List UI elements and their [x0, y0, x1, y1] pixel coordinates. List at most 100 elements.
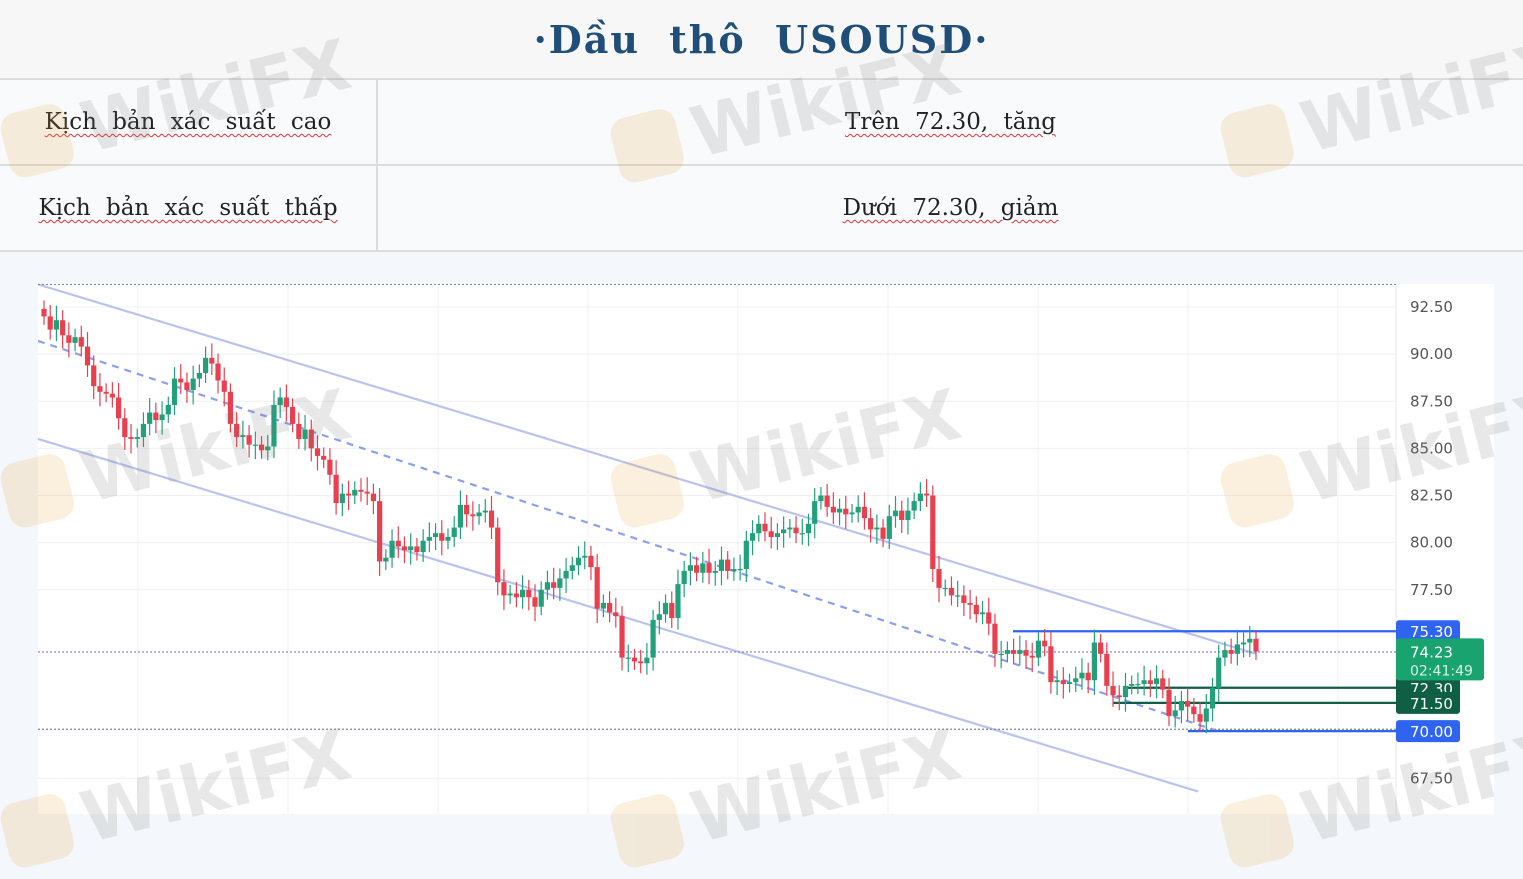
candle-body — [258, 444, 265, 451]
candle-body — [868, 518, 874, 530]
candle-body — [936, 569, 942, 588]
candle-body — [1172, 710, 1178, 717]
price-chart: 92.50 90.00 87.50 85.00 82.50 80.00 77.50 67.50… — [37, 283, 1494, 814]
candle-body — [47, 316, 53, 330]
candle-body — [333, 474, 339, 504]
candle-body — [352, 489, 358, 496]
candle-body — [1079, 672, 1085, 679]
current-price-label: 74.23 — [1410, 643, 1453, 661]
candle-body — [84, 346, 91, 366]
candle-body — [607, 602, 613, 613]
candle-body — [830, 506, 836, 513]
candle-body — [1122, 685, 1129, 698]
candle-body — [1203, 708, 1209, 722]
candle-body — [339, 493, 345, 504]
candle-body — [1178, 700, 1185, 711]
candle-body — [196, 372, 202, 379]
y-tick-label: 80.00 — [1410, 534, 1453, 552]
candle-body — [600, 602, 606, 609]
candle-body — [644, 657, 650, 664]
candle-body — [694, 565, 700, 573]
candle-body — [165, 405, 171, 415]
candle-body — [103, 391, 109, 394]
candle-body — [743, 540, 749, 570]
candle-body — [439, 533, 445, 541]
candle-body — [203, 357, 209, 373]
candle-body — [115, 397, 122, 419]
candle-body — [420, 540, 426, 553]
candle-body — [482, 510, 488, 513]
candle-body — [650, 619, 656, 658]
scenario-table: Kịch bản xác suất cao Trên 72.30, tăng K… — [0, 80, 1523, 252]
candle-body — [1042, 640, 1048, 647]
candle-body — [781, 529, 787, 534]
candle-body — [53, 320, 60, 330]
candle-body — [619, 616, 625, 658]
candle-body — [426, 536, 432, 541]
candle-body — [1104, 653, 1110, 686]
candle-body — [445, 536, 451, 541]
candle-body — [1116, 695, 1122, 698]
candle-body — [998, 653, 1004, 656]
candle-body — [923, 493, 930, 496]
candle-body — [171, 378, 178, 406]
candle-body — [973, 604, 979, 615]
candle-body — [812, 501, 818, 524]
candle-body — [1017, 650, 1023, 654]
candle-body — [588, 555, 594, 568]
candle-body — [1185, 700, 1191, 707]
candle-body — [190, 378, 196, 390]
candle-body — [687, 565, 693, 571]
candle-body — [1216, 657, 1222, 688]
title-bar: ·Dầu thô USOUSD· — [0, 0, 1523, 80]
candle-body — [296, 423, 302, 439]
candle-body — [383, 557, 389, 562]
candle-body — [756, 523, 762, 534]
candle-body — [1228, 650, 1234, 654]
candle-body — [575, 557, 582, 566]
candle-body — [1004, 650, 1010, 654]
candle-body — [1141, 680, 1147, 684]
candle-body — [861, 506, 868, 519]
candle-body — [905, 510, 911, 521]
candle-body — [961, 595, 967, 603]
candle-body — [252, 444, 258, 446]
candle-body — [855, 506, 861, 513]
candle-body — [470, 514, 476, 517]
candle-body — [321, 455, 327, 460]
candle-body — [1098, 642, 1104, 654]
candle-body — [140, 423, 147, 438]
candle-body — [389, 540, 395, 558]
candle-body — [731, 569, 737, 571]
level-label: 71.50 — [1410, 695, 1453, 713]
candle-body — [569, 565, 575, 571]
candle-body — [1209, 687, 1216, 709]
candle-body — [1066, 682, 1073, 684]
candle-body — [818, 495, 824, 502]
candle-body — [290, 406, 296, 424]
candle-body — [737, 569, 743, 571]
candle-body — [464, 504, 470, 515]
y-tick-label: 82.50 — [1410, 487, 1453, 505]
candle-body — [849, 512, 855, 515]
y-tick-label: 85.00 — [1410, 439, 1453, 457]
candle-body — [178, 378, 184, 383]
level-label-bg — [1396, 691, 1460, 714]
level-label-bg — [1396, 720, 1460, 743]
candle-body — [401, 546, 408, 551]
candle-body — [1091, 642, 1097, 681]
level-label-bg — [1396, 620, 1460, 643]
channel-line — [37, 283, 1257, 655]
candle-body — [1029, 655, 1035, 658]
candle-body — [60, 320, 66, 336]
candle-body — [631, 657, 638, 662]
candle-body — [1222, 650, 1228, 658]
candle-body — [948, 587, 955, 596]
candle-body — [1048, 646, 1054, 683]
candle-body — [1197, 714, 1203, 722]
candle-body — [314, 448, 321, 456]
candle-body — [1085, 672, 1091, 681]
candle-body — [899, 510, 905, 521]
candle-body — [147, 412, 153, 424]
candle-body — [1060, 680, 1066, 684]
